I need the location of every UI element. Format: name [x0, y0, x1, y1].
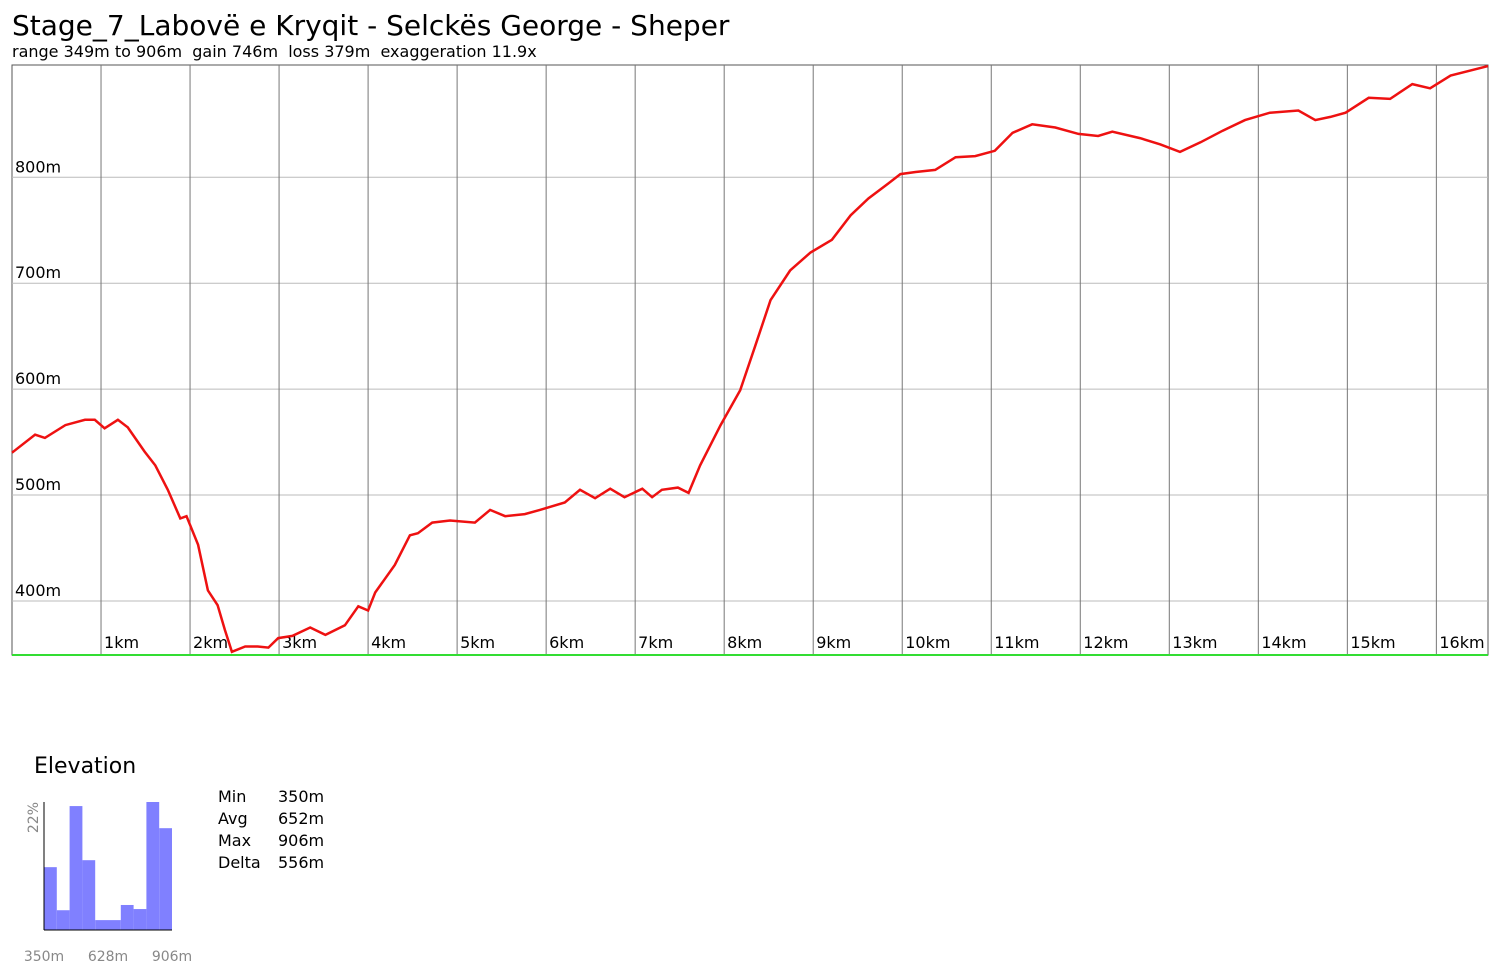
x-tick-label: 3km [282, 633, 317, 652]
histogram-bar [56, 910, 70, 930]
stat-value: 652m [278, 809, 324, 828]
stat-label: Delta [218, 853, 261, 872]
stat-value: 906m [278, 831, 324, 850]
histogram-bar [95, 920, 108, 930]
x-tick-label: 11km [994, 633, 1039, 652]
stat-label: Min [218, 787, 246, 806]
y-tick-label: 600m [15, 369, 61, 388]
y-tick-label: 400m [15, 581, 61, 600]
x-tick-label: 7km [638, 633, 673, 652]
y-tick-label: 22% [26, 802, 42, 833]
x-tick-label: 4km [371, 633, 406, 652]
x-tick-label: 5km [460, 633, 495, 652]
x-tick-label: 6km [549, 633, 584, 652]
x-tick-label: 12km [1083, 633, 1128, 652]
stat-value: 350m [278, 787, 324, 806]
x-tick-label: 628m [88, 949, 128, 965]
histogram-bar [82, 860, 96, 930]
y-tick-label: 500m [15, 475, 61, 494]
chart-subtitle: range 349m to 906m gain 746m loss 379m e… [12, 42, 537, 61]
x-tick-label: 9km [816, 633, 851, 652]
histogram-bar [108, 920, 121, 930]
x-tick-label: 13km [1172, 633, 1217, 652]
histogram-title: Elevation [34, 754, 136, 779]
y-tick-label: 800m [15, 157, 61, 176]
x-tick-label: 15km [1350, 633, 1395, 652]
histogram-bar [133, 909, 147, 930]
x-tick-label: 906m [152, 949, 192, 965]
stat-label: Max [218, 831, 251, 850]
x-tick-label: 1km [104, 633, 139, 652]
histogram-bar [120, 904, 134, 930]
x-tick-label: 14km [1261, 633, 1306, 652]
x-tick-label: 10km [905, 633, 950, 652]
x-tick-label: 8km [727, 633, 762, 652]
stat-value: 556m [278, 853, 324, 872]
histogram-bar [146, 802, 160, 930]
elevation-line [11, 64, 1489, 654]
x-tick-label: 2km [193, 633, 228, 652]
x-tick-label: 350m [24, 949, 64, 965]
histogram-bar [69, 806, 83, 930]
stat-label: Avg [218, 809, 248, 828]
chart-title: Stage_7_Labovë e Kryqit - Selckës George… [12, 9, 730, 42]
y-tick-label: 700m [15, 263, 61, 282]
histogram-bar [159, 828, 172, 930]
x-tick-label: 16km [1439, 633, 1484, 652]
histogram-bar [44, 867, 57, 930]
